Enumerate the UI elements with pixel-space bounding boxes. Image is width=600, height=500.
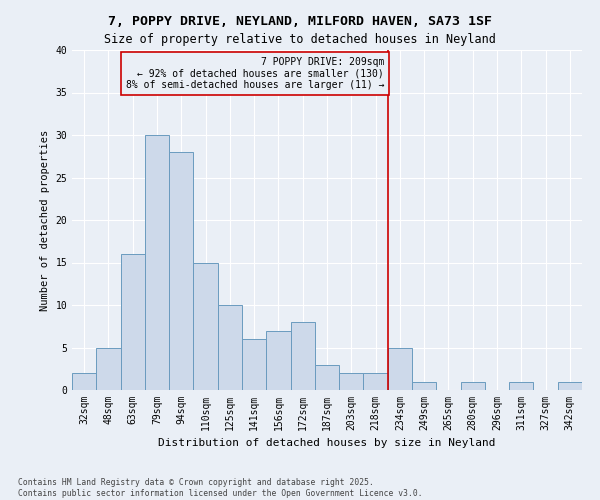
Bar xyxy=(461,382,485,390)
Bar xyxy=(266,330,290,390)
Bar xyxy=(145,135,169,390)
Bar xyxy=(339,373,364,390)
Bar xyxy=(412,382,436,390)
Text: 7 POPPY DRIVE: 209sqm
← 92% of detached houses are smaller (130)
8% of semi-deta: 7 POPPY DRIVE: 209sqm ← 92% of detached … xyxy=(125,57,384,90)
Text: Contains HM Land Registry data © Crown copyright and database right 2025.
Contai: Contains HM Land Registry data © Crown c… xyxy=(18,478,422,498)
Bar xyxy=(388,348,412,390)
Text: 7, POPPY DRIVE, NEYLAND, MILFORD HAVEN, SA73 1SF: 7, POPPY DRIVE, NEYLAND, MILFORD HAVEN, … xyxy=(108,15,492,28)
Bar xyxy=(193,262,218,390)
Bar xyxy=(169,152,193,390)
Bar xyxy=(509,382,533,390)
Bar xyxy=(364,373,388,390)
Bar xyxy=(72,373,96,390)
Bar xyxy=(242,339,266,390)
X-axis label: Distribution of detached houses by size in Neyland: Distribution of detached houses by size … xyxy=(158,438,496,448)
Bar xyxy=(96,348,121,390)
Bar xyxy=(558,382,582,390)
Bar xyxy=(290,322,315,390)
Bar xyxy=(315,364,339,390)
Bar xyxy=(121,254,145,390)
Text: Size of property relative to detached houses in Neyland: Size of property relative to detached ho… xyxy=(104,32,496,46)
Y-axis label: Number of detached properties: Number of detached properties xyxy=(40,130,50,310)
Bar xyxy=(218,305,242,390)
